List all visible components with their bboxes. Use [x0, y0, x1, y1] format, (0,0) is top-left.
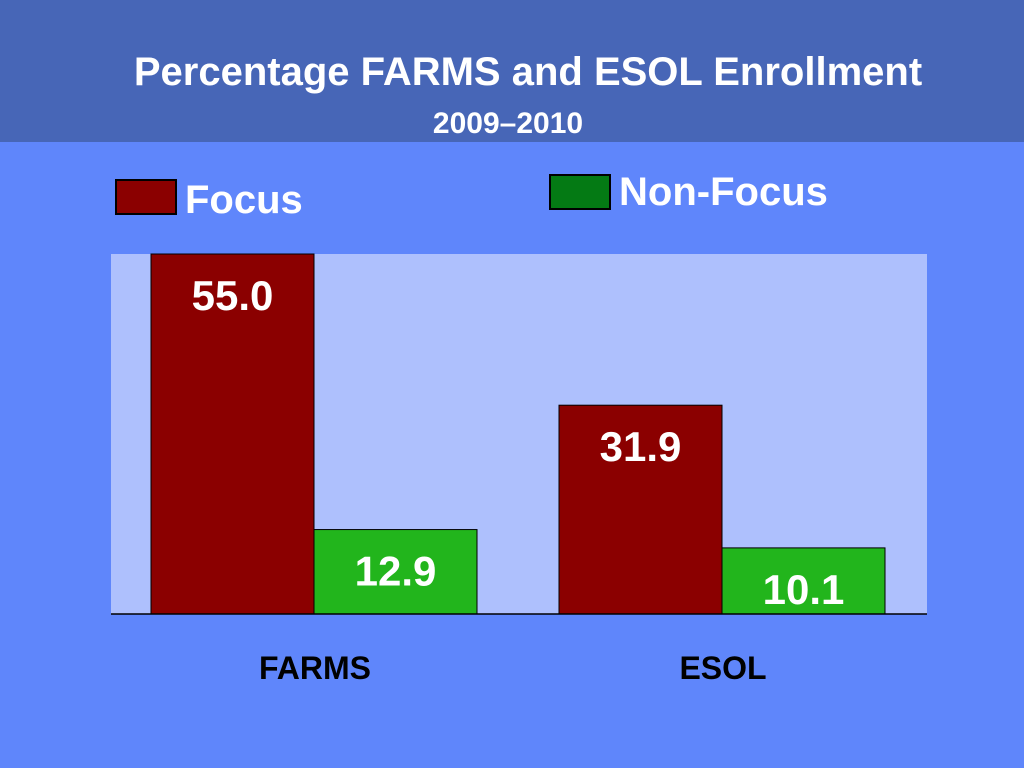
data-label-non-focus-esol: 10.1 [763, 566, 845, 613]
bar-non-focus-farms [313, 529, 478, 615]
data-label-focus-esol: 31.9 [600, 423, 682, 470]
labels-layer: 55.0 12.9 FARMS 31.9 10.1 ESOL [192, 272, 845, 686]
legend-swatch-focus [115, 179, 177, 215]
legend-swatch-non-focus [549, 174, 611, 210]
chart-subtitle: 2009–2010 [432, 107, 584, 140]
category-label-farms: FARMS [259, 650, 371, 686]
legend-label-non-focus: Non-Focus [619, 170, 828, 214]
chart-title: Percentage FARMS and ESOL Enrollment [133, 50, 923, 94]
data-label-non-focus-farms: 12.9 [355, 548, 437, 595]
data-label-focus-farms: 55.0 [192, 272, 274, 319]
bars-layer [150, 253, 886, 615]
title-band [0, 0, 1024, 142]
bar-focus-esol [558, 404, 723, 615]
bar-non-focus-esol [721, 547, 886, 615]
legend-label-focus: Focus [185, 178, 303, 222]
category-label-esol: ESOL [679, 650, 766, 686]
bar-focus-farms [150, 253, 315, 615]
